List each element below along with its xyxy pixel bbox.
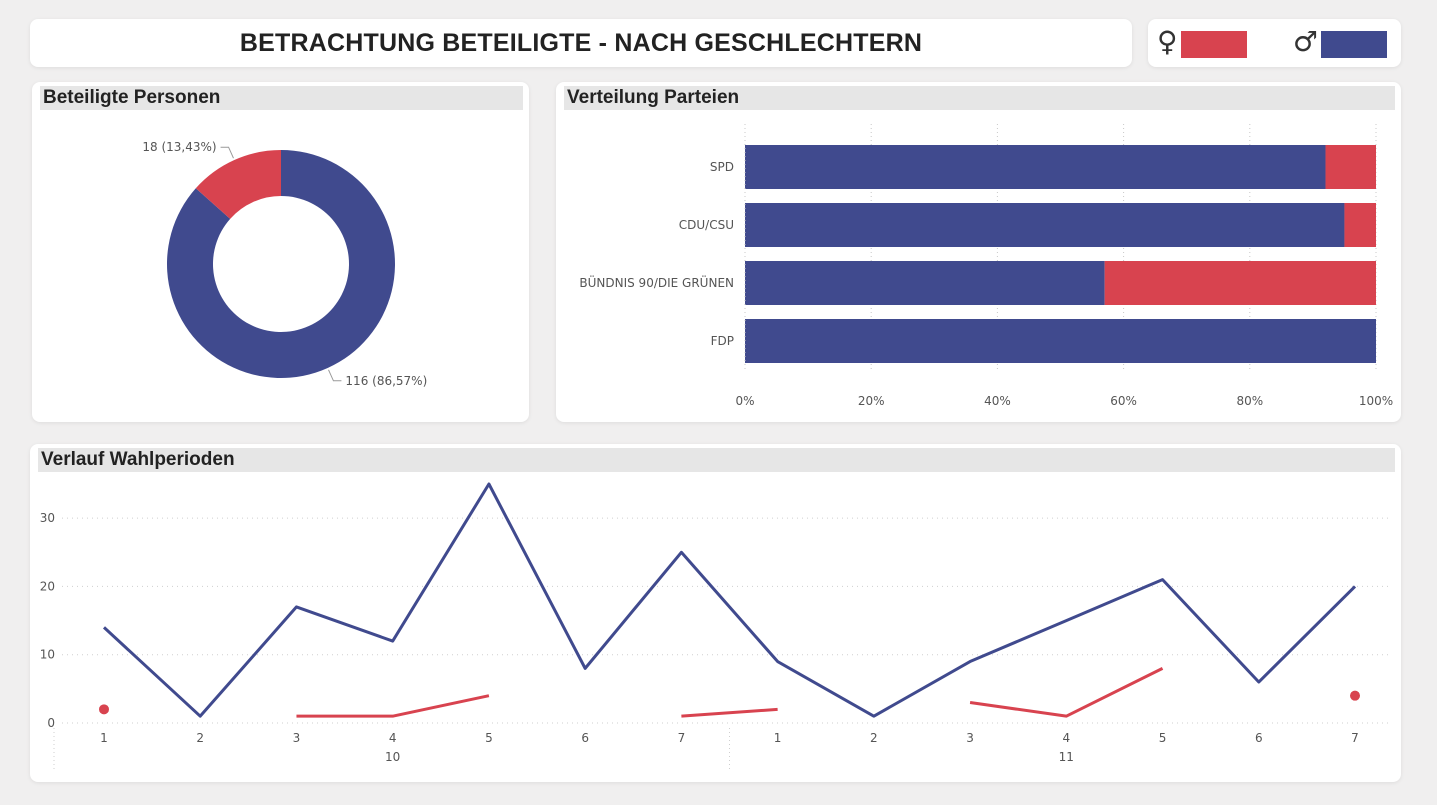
donut-chart: 116 (86,57%) 18 (13,43%) — [142, 140, 427, 388]
line-x-tick-label: 5 — [1159, 731, 1167, 745]
line-panel-title: Verlauf Wahlperioden — [38, 448, 1395, 472]
donut-slice-male — [167, 150, 396, 378]
line-panel: Verlauf Wahlperioden 0 10 20 30 1 2 3 4 5 6 7 1 2 3 4 5… — [30, 444, 1401, 782]
bar-category-label: SPD — [710, 160, 734, 174]
bar-x-tick-label: 20% — [858, 394, 885, 408]
bar-panel: Verteilung Parteien 0% 20% 40% 60% 80% 100% SP… — [556, 82, 1401, 422]
line-x-tick-label: 1 — [100, 731, 108, 745]
line-group-label: 10 — [385, 750, 400, 764]
female-symbol-icon: ♀ — [1157, 25, 1178, 58]
bar-category-label: CDU/CSU — [679, 218, 734, 232]
line-x-tick-label: 7 — [678, 731, 686, 745]
bar-segment-male — [745, 261, 1105, 305]
bar-x-tick-label: 80% — [1236, 394, 1263, 408]
line-y-tick-label: 10 — [40, 648, 55, 662]
bar-segment-male — [745, 319, 1376, 363]
line-x-tick-label: 5 — [485, 731, 493, 745]
male-color-swatch — [1321, 31, 1387, 58]
donut-leader-female — [220, 146, 234, 159]
bar-x-tick-label: 0% — [735, 394, 754, 408]
donut-label-female: 18 (13,43%) — [142, 140, 216, 154]
line-point-female — [1350, 690, 1360, 701]
bar-panel-title: Verteilung Parteien — [564, 86, 1395, 110]
title-card: BETRACHTUNG BETEILIGTE - NACH GESCHLECHT… — [30, 19, 1132, 67]
bar-x-tick-label: 100% — [1359, 394, 1393, 408]
donut-panel: Beteiligte Personen 116 (86,57%) 18 (13,4… — [32, 82, 529, 422]
donut-leader-male — [328, 369, 342, 382]
female-color-swatch — [1181, 31, 1247, 58]
bar-segment-male — [745, 145, 1326, 189]
line-x-tick-label: 4 — [1062, 731, 1070, 745]
donut-label-male: 116 (86,57%) — [345, 374, 427, 388]
line-series-female — [296, 694, 490, 718]
line-x-tick-label: 2 — [870, 731, 878, 745]
line-y-tick-label: 30 — [40, 511, 55, 525]
male-symbol-icon: ♂ — [1293, 25, 1319, 58]
bar-segment-male — [745, 203, 1345, 247]
donut-panel-title: Beteiligte Personen — [40, 86, 523, 110]
gender-legend: ♀ ♂ — [1148, 19, 1401, 67]
line-series-male — [102, 482, 1357, 718]
line-series-female — [969, 667, 1164, 718]
line-series-female — [681, 707, 778, 718]
line-group-label: 11 — [1059, 750, 1074, 764]
line-x-tick-label: 3 — [966, 731, 974, 745]
line-x-tick-label: 6 — [581, 731, 589, 745]
line-point-female — [99, 704, 109, 715]
bar-category-label: BÜNDNIS 90/DIE GRÜNEN — [579, 274, 734, 290]
line-x-tick-label: 7 — [1351, 731, 1359, 745]
bar-category-label: FDP — [711, 334, 734, 348]
bar-x-tick-label: 60% — [1110, 394, 1137, 408]
bar-segment-female — [1325, 145, 1376, 189]
bar-chart: 0% 20% 40% 60% 80% 100% SPD CDU/CSU BÜNDNIS 90/D… — [579, 124, 1393, 408]
donut-slice-female — [195, 150, 281, 219]
bar-segment-female — [1344, 203, 1376, 247]
line-x-tick-label: 4 — [389, 731, 397, 745]
bar-x-tick-label: 40% — [984, 394, 1011, 408]
line-y-tick-label: 0 — [47, 716, 55, 730]
line-chart: 0 10 20 30 1 2 3 4 5 6 7 1 2 3 4 5 6 7 10 11 — [40, 482, 1390, 770]
page-title: BETRACHTUNG BETEILIGTE - NACH GESCHLECHT… — [239, 28, 923, 57]
line-x-tick-label: 1 — [774, 731, 782, 745]
line-x-tick-label: 3 — [293, 731, 301, 745]
line-x-tick-label: 6 — [1255, 731, 1263, 745]
line-x-tick-label: 2 — [196, 731, 204, 745]
bar-segment-female — [1104, 261, 1376, 305]
line-y-tick-label: 20 — [40, 579, 55, 593]
